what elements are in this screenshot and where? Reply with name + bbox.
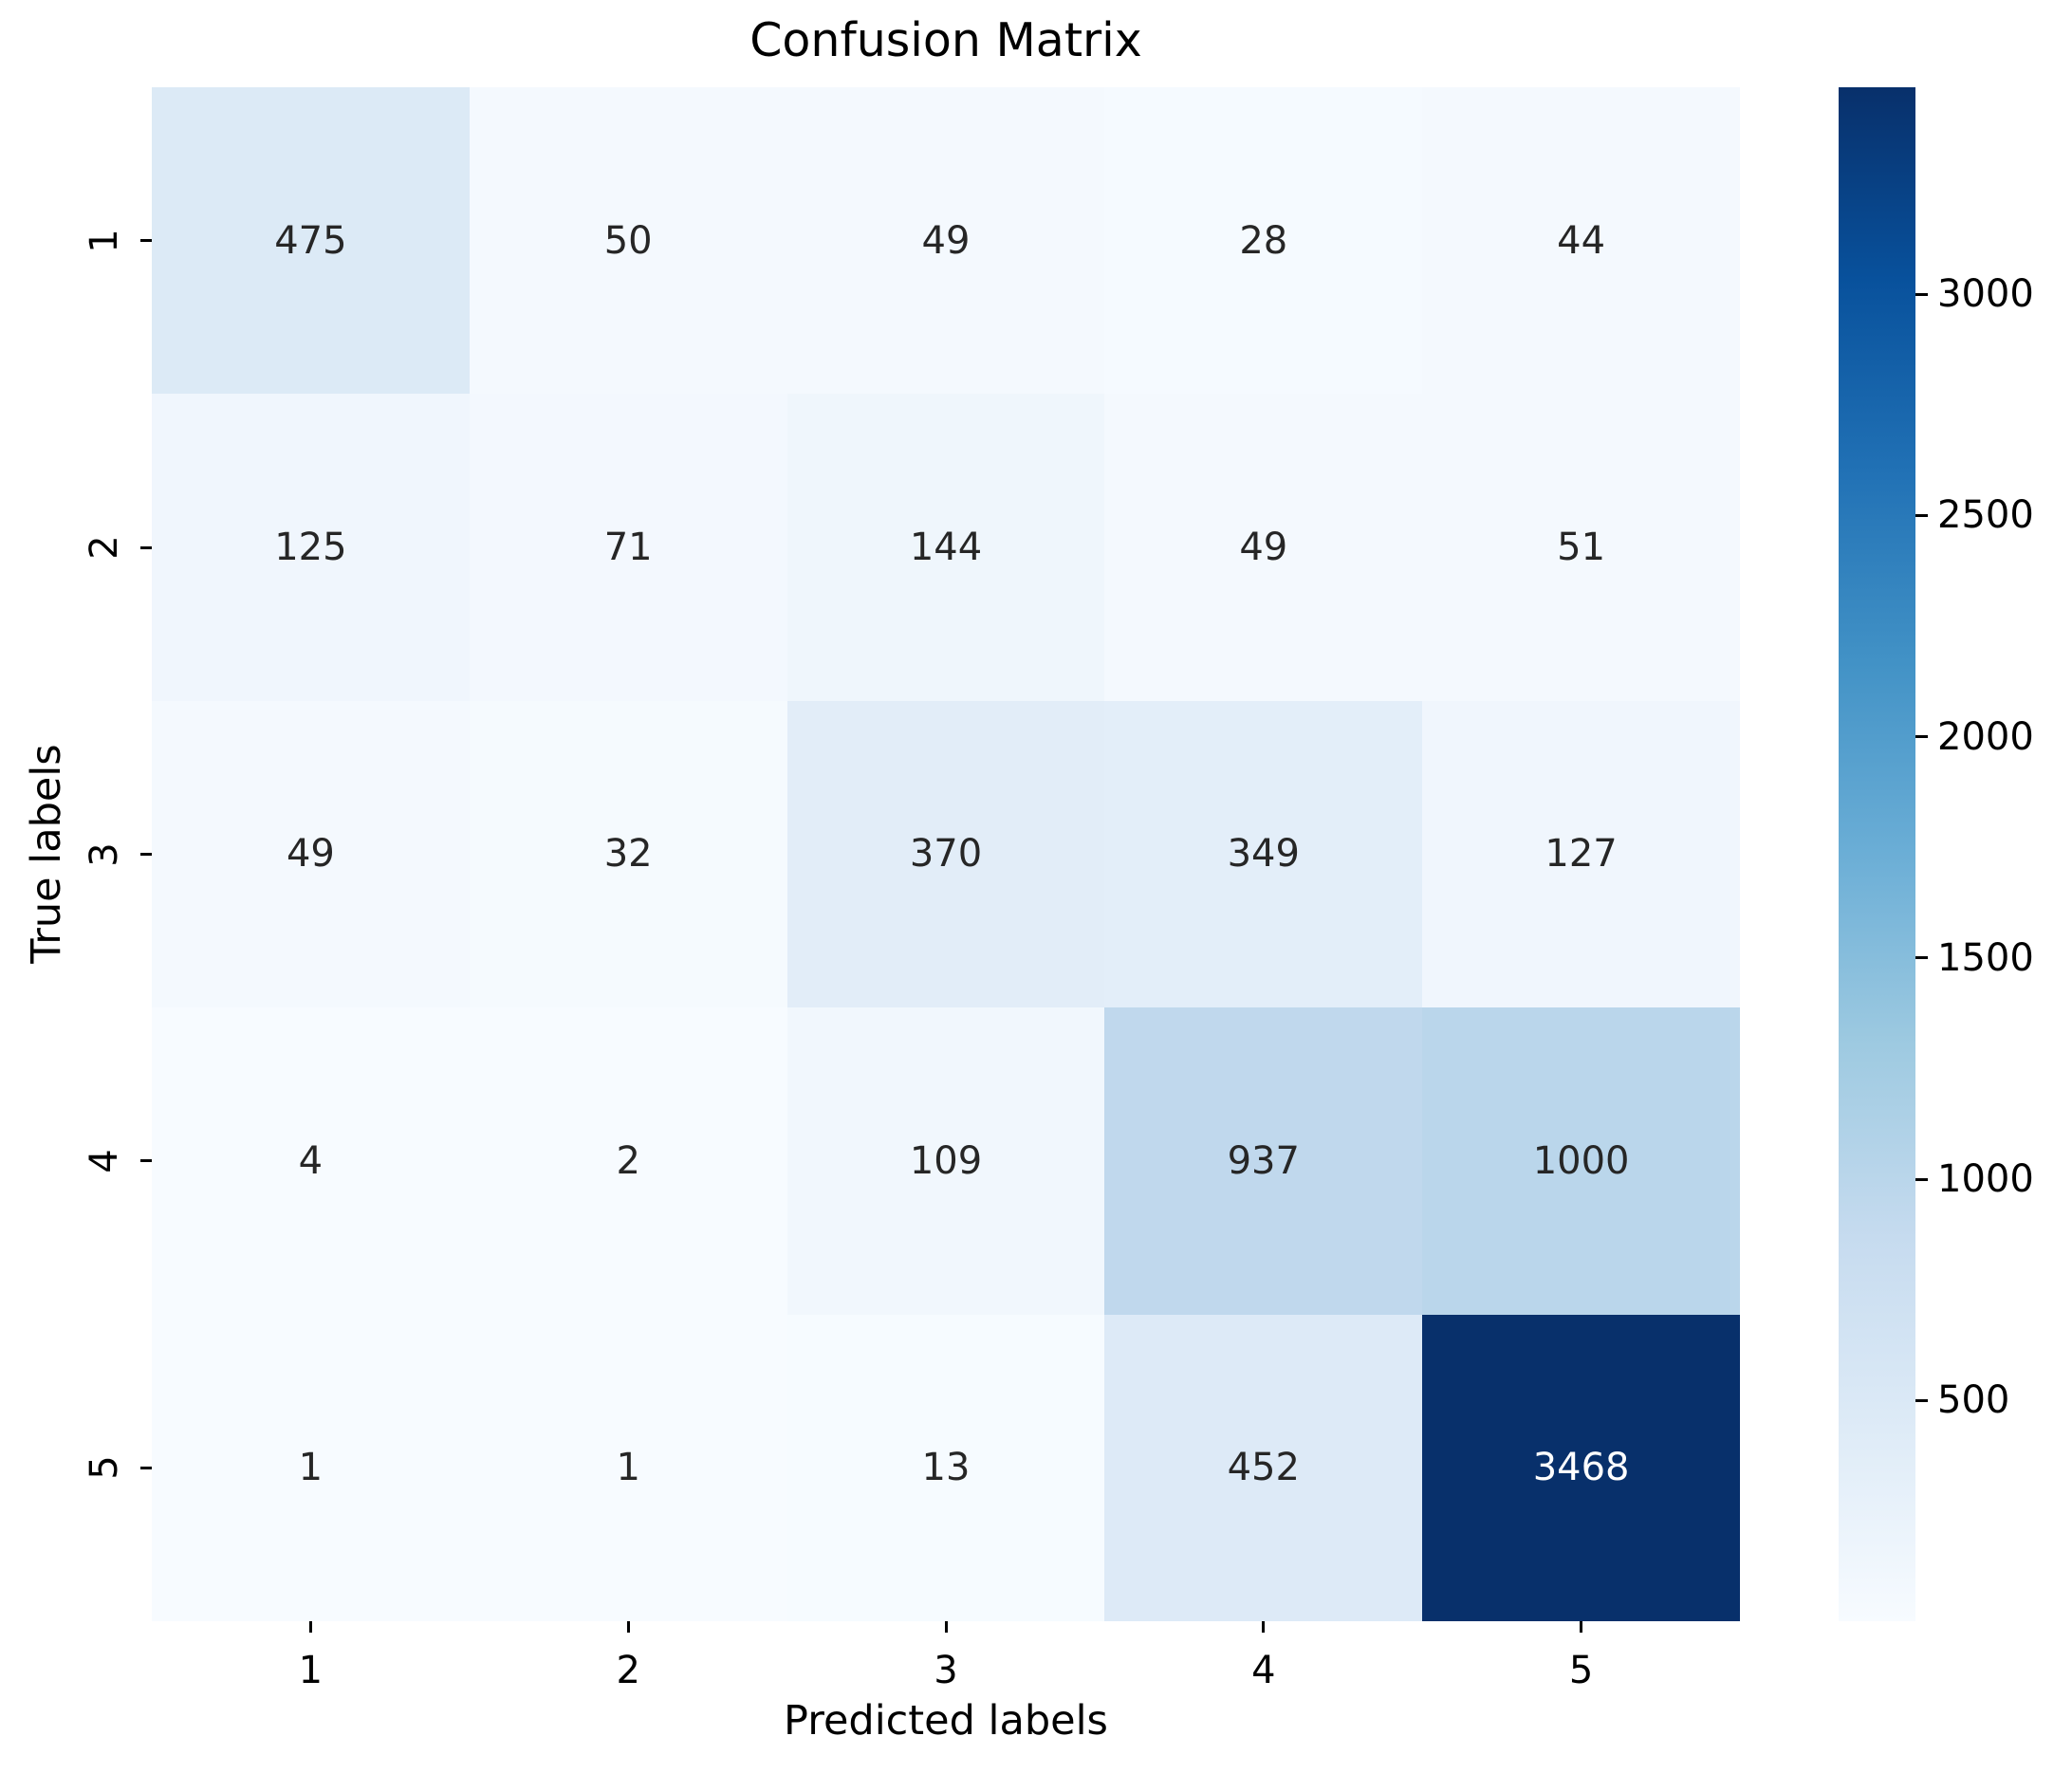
heatmap-cell-r2-c5: 51: [1422, 394, 1740, 701]
colorbar-tick-mark-2500: [1915, 513, 1928, 517]
colorbar-tick-mark-2000: [1915, 735, 1928, 739]
y-tick-label-5: 5: [83, 1455, 126, 1481]
heatmap-cell-r4-c5: 1000: [1422, 1007, 1740, 1315]
colorbar-tick-label-500: 500: [1937, 1378, 2010, 1423]
heatmap-cell-r1-c3: 49: [786, 87, 1105, 395]
heatmap-cell-r5-c3: 13: [786, 1314, 1105, 1621]
y-tick-mark-3: [140, 853, 152, 856]
heatmap-cell-r5-c5: 3468: [1422, 1314, 1740, 1621]
x-tick-label-1: 1: [298, 1649, 324, 1692]
x-tick-mark-2: [626, 1621, 630, 1633]
x-tick-label-4: 4: [1251, 1649, 1276, 1692]
x-tick-mark-5: [1580, 1621, 1583, 1633]
heatmap-cell-r1-c1: 475: [152, 87, 470, 395]
y-tick-label-1: 1: [83, 228, 126, 253]
colorbar-tick-label-1000: 1000: [1937, 1157, 2034, 1202]
y-tick-label-2: 2: [83, 535, 126, 560]
colorbar-tick-mark-1500: [1915, 956, 1928, 960]
y-tick-mark-4: [140, 1159, 152, 1163]
x-tick-label-5: 5: [1568, 1649, 1594, 1692]
y-tick-label-4: 4: [83, 1149, 126, 1173]
colorbar-tick-mark-500: [1915, 1398, 1928, 1402]
heatmap-cell-r4-c3: 109: [786, 1007, 1105, 1315]
y-axis-label: True labels: [23, 744, 70, 964]
colorbar-tick-label-3000: 3000: [1937, 272, 2034, 317]
y-tick-label-3: 3: [83, 841, 126, 867]
colorbar-tick-label-1500: 1500: [1937, 935, 2034, 980]
heatmap-cell-r1-c2: 50: [469, 87, 787, 395]
heatmap-cell-r5-c4: 452: [1104, 1314, 1423, 1621]
colorbar-tick-label-2500: 2500: [1937, 493, 2034, 538]
colorbar-tick-mark-3000: [1915, 292, 1928, 296]
heatmap-cell-r2-c1: 125: [152, 394, 470, 701]
heatmap-cell-r4-c2: 2: [469, 1007, 787, 1315]
heatmap-cell-r3-c5: 127: [1422, 700, 1740, 1008]
heatmap-cell-r4-c1: 4: [152, 1007, 470, 1315]
heatmap-cell-r2-c2: 71: [469, 394, 787, 701]
y-tick-mark-2: [140, 545, 152, 549]
x-tick-mark-4: [1262, 1621, 1266, 1633]
x-tick-label-2: 2: [616, 1649, 640, 1692]
x-axis-label: Predicted labels: [784, 1697, 1108, 1745]
heatmap-cell-r5-c2: 1: [469, 1314, 787, 1621]
heatmap-cell-r2-c3: 144: [786, 394, 1105, 701]
heatmap-cell-r1-c4: 28: [1104, 87, 1423, 395]
y-tick-mark-5: [140, 1466, 152, 1469]
heatmap-grid: 475 50 49 28 44 125 71 144 49 51 49 32 370 349 127 4 2 10…: [152, 87, 1740, 1621]
chart-title: Confusion Matrix: [749, 13, 1142, 67]
colorbar: [1839, 87, 1915, 1621]
heatmap-cell-r3-c4: 349: [1104, 700, 1423, 1008]
x-tick-mark-1: [308, 1621, 312, 1633]
x-tick-mark-3: [944, 1621, 948, 1633]
x-tick-label-3: 3: [934, 1649, 958, 1692]
heatmap-cell-r2-c4: 49: [1104, 394, 1423, 701]
heatmap-cell-r1-c5: 44: [1422, 87, 1740, 395]
heatmap-cell-r4-c4: 937: [1104, 1007, 1423, 1315]
y-tick-mark-1: [140, 239, 152, 243]
heatmap-cell-r3-c1: 49: [152, 700, 470, 1008]
heatmap-cell-r5-c1: 1: [152, 1314, 470, 1621]
heatmap-cell-r3-c2: 32: [469, 700, 787, 1008]
heatmap-cell-r3-c3: 370: [786, 700, 1105, 1008]
colorbar-tick-mark-1000: [1915, 1177, 1928, 1181]
colorbar-tick-label-2000: 2000: [1937, 714, 2034, 759]
